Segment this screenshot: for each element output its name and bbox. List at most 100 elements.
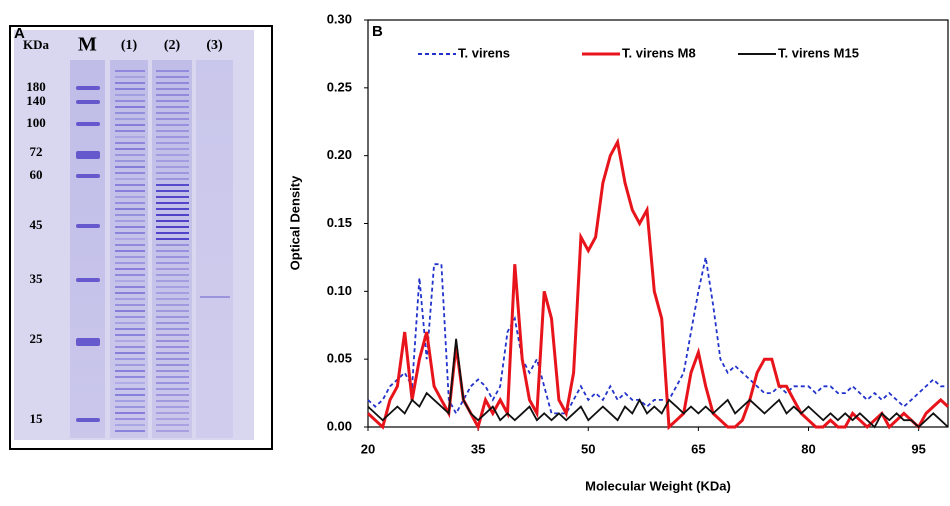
band	[115, 394, 145, 396]
band	[156, 100, 189, 102]
band	[156, 160, 189, 162]
band	[115, 124, 145, 126]
band	[115, 346, 145, 348]
band	[156, 112, 189, 114]
band	[156, 316, 189, 318]
band	[115, 262, 145, 264]
band	[156, 388, 189, 390]
band	[115, 328, 145, 330]
band	[115, 418, 145, 420]
band	[115, 310, 145, 312]
band	[156, 184, 189, 186]
band	[115, 304, 145, 306]
band	[115, 268, 145, 270]
band	[156, 262, 189, 264]
band	[115, 370, 145, 372]
band	[115, 136, 145, 138]
band	[156, 250, 189, 252]
lane-label: (1)	[121, 38, 138, 53]
lane	[110, 60, 148, 438]
series-line	[367, 257, 948, 416]
band	[156, 256, 189, 258]
band	[115, 202, 145, 204]
band	[115, 430, 145, 432]
band	[115, 190, 145, 192]
band	[115, 106, 145, 108]
band	[156, 214, 189, 216]
lane-label: (2)	[164, 38, 181, 53]
band	[115, 226, 145, 228]
marker-label: 140	[26, 93, 46, 108]
lane	[70, 60, 105, 438]
band	[115, 244, 145, 246]
band	[115, 70, 145, 72]
band	[156, 298, 189, 300]
band	[115, 292, 145, 294]
marker-band	[76, 278, 100, 282]
marker-label: 25	[30, 331, 44, 346]
band	[115, 148, 145, 150]
band	[115, 274, 145, 276]
marker-label: 72	[30, 144, 43, 159]
band	[115, 280, 145, 282]
band	[115, 352, 145, 354]
band	[115, 250, 145, 252]
band	[156, 418, 189, 420]
band	[156, 166, 189, 168]
band	[156, 268, 189, 270]
band	[115, 214, 145, 216]
band	[156, 346, 189, 348]
band	[156, 94, 189, 96]
band	[156, 70, 189, 72]
band	[156, 136, 189, 138]
marker-band	[76, 174, 100, 178]
band	[156, 286, 189, 288]
band	[156, 172, 189, 174]
y-tick-label: 0.05	[327, 351, 352, 366]
y-tick-label: 0.15	[327, 215, 352, 230]
band	[115, 412, 145, 414]
marker-band	[76, 418, 100, 422]
band	[115, 322, 145, 324]
band	[115, 400, 145, 402]
marker-label: 60	[30, 167, 43, 182]
band	[156, 430, 189, 432]
marker-band	[76, 86, 100, 90]
band	[156, 196, 189, 198]
lane	[196, 60, 233, 438]
band	[156, 232, 189, 234]
marker-band	[76, 122, 100, 126]
legend-label: T. virens M8	[622, 45, 696, 60]
band	[115, 100, 145, 102]
y-tick-label: 0.00	[327, 418, 352, 433]
band	[156, 376, 189, 378]
band	[115, 172, 145, 174]
marker-label: 35	[30, 271, 44, 286]
lane-label: (3)	[206, 38, 223, 53]
band	[156, 310, 189, 312]
band	[156, 358, 189, 360]
unit-label: KDa	[23, 37, 50, 52]
panel-label: B	[372, 23, 383, 40]
band	[156, 220, 189, 222]
band	[156, 412, 189, 414]
band	[156, 334, 189, 336]
band	[156, 406, 189, 408]
band	[115, 166, 145, 168]
band	[115, 424, 145, 426]
band	[156, 364, 189, 366]
band	[115, 298, 145, 300]
x-tick-label: 50	[581, 441, 595, 456]
band	[115, 382, 145, 384]
band	[115, 364, 145, 366]
marker-label: 180	[26, 79, 46, 94]
band	[156, 118, 189, 120]
band	[115, 388, 145, 390]
band	[156, 190, 189, 192]
y-tick-label: 0.30	[327, 11, 352, 26]
band	[156, 370, 189, 372]
band	[115, 256, 145, 258]
x-tick-label: 95	[911, 441, 925, 456]
band	[115, 160, 145, 162]
